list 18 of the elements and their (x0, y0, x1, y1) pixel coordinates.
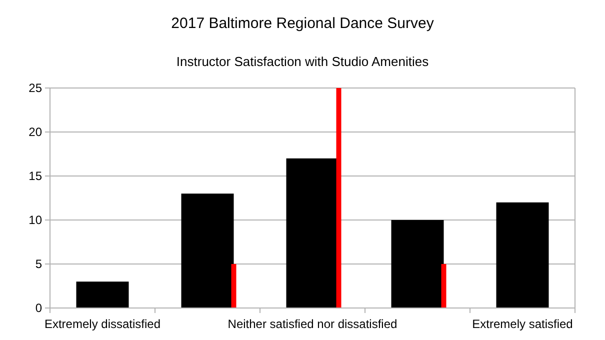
bar (231, 264, 236, 308)
chart-subtitle: Instructor Satisfaction with Studio Amenities (176, 54, 430, 69)
bar (496, 202, 549, 308)
y-tick-label: 5 (35, 257, 42, 271)
chart-title: 2017 Baltimore Regional Dance Survey (171, 15, 434, 32)
y-tick-label: 25 (28, 81, 42, 95)
x-tick-label: Neither satisfied nor dissatisfied (228, 317, 398, 331)
bar (181, 194, 234, 308)
bar (336, 88, 342, 308)
y-tick-label: 15 (28, 169, 42, 183)
x-tick-label: Extremely satisfied (472, 317, 573, 331)
y-tick-label: 0 (35, 301, 42, 315)
bar (441, 264, 446, 308)
x-tick-label: Extremely dissatisfied (44, 317, 161, 331)
y-tick-label: 20 (28, 125, 42, 139)
bar (76, 282, 129, 308)
bar (391, 220, 444, 308)
y-tick-label: 10 (28, 213, 42, 227)
